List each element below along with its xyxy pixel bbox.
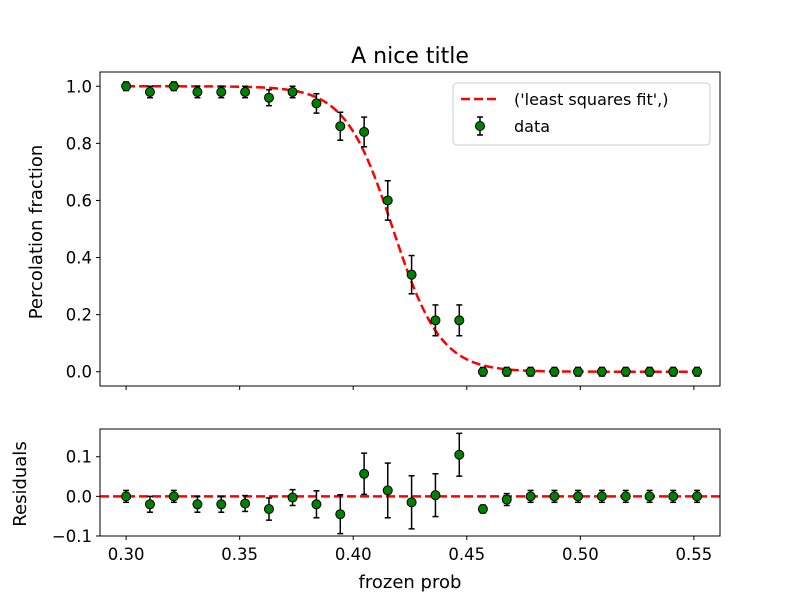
resid-data-point <box>168 491 179 502</box>
resid-data-point <box>335 509 346 520</box>
legend-fit-label: ('least squares fit',) <box>514 90 668 109</box>
main-data-point <box>596 366 607 377</box>
main-data-point <box>121 81 132 92</box>
main-data-point <box>382 195 393 206</box>
main-data-point <box>359 126 370 137</box>
legend-box <box>452 82 711 146</box>
main-data-point <box>216 86 227 97</box>
resid-xtick-label: 0.35 <box>221 545 258 564</box>
resid-xtick-label: 0.55 <box>676 545 713 564</box>
main-ytick-label: 1.0 <box>66 77 92 96</box>
resid-data-point <box>121 491 132 502</box>
resid-data-point <box>287 492 298 503</box>
legend: ('least squares fit',) data <box>452 82 711 146</box>
main-ytick-label: 0.4 <box>66 249 92 268</box>
legend-data-label: data <box>514 117 550 136</box>
main-data-point <box>335 121 346 132</box>
main-plot-frame <box>99 71 721 387</box>
resid-data-point <box>406 497 417 508</box>
resid-xtick-label: 0.50 <box>562 545 599 564</box>
main-data-point <box>454 315 465 326</box>
main-data-point <box>525 366 536 377</box>
y-axis-label-main: Percolation fraction <box>26 145 47 320</box>
resid-data-point <box>311 499 322 510</box>
resid-data-point <box>454 449 465 460</box>
resid-data-point <box>144 499 155 510</box>
resid-ytick-label: 0.0 <box>66 487 92 506</box>
y-axis-label-residuals: Residuals <box>10 441 31 526</box>
main-data-point <box>644 366 655 377</box>
residuals-plot-panel: Residuals frozen prob −0.1 0.0 0.1 0.30 0.35… <box>10 428 721 593</box>
main-data-point <box>477 366 488 377</box>
main-data-point <box>692 366 703 377</box>
main-data-point <box>263 92 274 103</box>
resid-data-point <box>573 491 584 502</box>
main-ytick-label: 0.2 <box>66 306 92 325</box>
resid-data-point <box>501 494 512 505</box>
resid-data-point <box>620 491 631 502</box>
resid-data-point <box>668 491 679 502</box>
main-ytick-label: 0.6 <box>66 191 92 210</box>
resid-data-point <box>192 499 203 510</box>
resid-xtick-label: 0.45 <box>448 545 485 564</box>
main-data-point <box>549 366 560 377</box>
resid-data-point <box>263 504 274 515</box>
resid-data-point <box>382 485 393 496</box>
main-ytick-label: 0.0 <box>66 363 92 382</box>
main-data-point <box>168 81 179 92</box>
resid-data-point <box>692 491 703 502</box>
main-data-point <box>192 86 203 97</box>
main-data-point <box>501 366 512 377</box>
residuals-plot-frame <box>99 428 721 537</box>
chart-title: A nice title <box>351 44 469 69</box>
resid-xtick-label: 0.40 <box>335 545 372 564</box>
resid-ytick-label: 0.1 <box>66 448 92 467</box>
main-data-point <box>573 366 584 377</box>
resid-data-point <box>477 504 488 515</box>
resid-data-point <box>430 490 441 501</box>
main-data-point <box>430 315 441 326</box>
x-axis-label: frozen prob <box>359 572 462 593</box>
resid-data-point <box>240 498 251 509</box>
resid-data-point <box>549 491 560 502</box>
main-data-point <box>311 98 322 109</box>
legend-data-marker <box>475 121 485 131</box>
main-data-point <box>144 86 155 97</box>
resid-data-point <box>359 468 370 479</box>
resid-data-point <box>216 499 227 510</box>
main-data-point <box>240 86 251 97</box>
main-data-point <box>406 269 417 280</box>
resid-data-point <box>525 491 536 502</box>
main-data-point <box>668 366 679 377</box>
main-plot-panel: A nice title Percolation fraction 0.0 0.2… <box>26 44 721 390</box>
main-ytick-label: 0.8 <box>66 134 92 153</box>
main-data-point <box>620 366 631 377</box>
resid-data-point <box>644 491 655 502</box>
resid-xtick-label: 0.30 <box>108 545 145 564</box>
resid-data-point <box>596 491 607 502</box>
main-data-point <box>287 86 298 97</box>
resid-ytick-label: −0.1 <box>52 527 92 546</box>
